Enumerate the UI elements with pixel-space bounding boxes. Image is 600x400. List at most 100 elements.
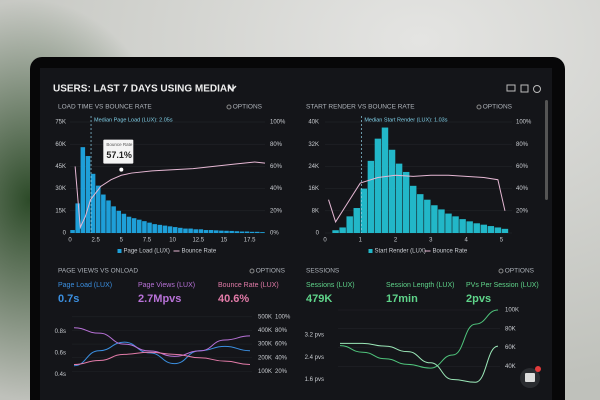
histogram-bar <box>501 228 509 233</box>
x-tick-label: 0 <box>323 238 327 244</box>
histogram-bar <box>126 216 132 233</box>
histogram-bar <box>417 194 424 233</box>
histogram-bar <box>409 185 417 233</box>
histogram-bar <box>70 230 75 233</box>
metric-label: Session Length (LUX) <box>386 282 454 289</box>
x-tick-label: 17.5 <box>244 238 256 244</box>
histogram-bar <box>198 229 204 233</box>
tick-label: 20% <box>275 369 288 375</box>
histogram-bar <box>255 231 260 233</box>
tick-label: 40% <box>516 186 529 192</box>
histogram-bar <box>183 228 188 233</box>
histogram-bar <box>131 218 137 233</box>
x-tick-label: 1 <box>359 238 363 244</box>
tick-label: 16K <box>308 186 319 192</box>
histogram-bar <box>90 173 96 233</box>
histogram-bar <box>85 156 91 233</box>
histogram-bar <box>178 227 183 233</box>
histogram-bar <box>101 194 106 233</box>
tick-label: 80% <box>270 142 283 148</box>
histogram-bar <box>249 231 255 233</box>
tick-label: 60K <box>505 345 516 351</box>
histogram-bar <box>494 227 502 233</box>
histogram-bar <box>239 231 245 233</box>
options-button[interactable]: OPTIONS <box>256 268 286 275</box>
options-icon[interactable] <box>498 268 504 274</box>
panel-title: START RENDER VS BOUNCE RATE <box>306 104 415 111</box>
tablet-icon[interactable] <box>520 84 529 93</box>
tick-label: 24K <box>308 164 319 170</box>
panel-title: LOAD TIME VS BOUNCE RATE <box>58 104 152 111</box>
histogram-bar <box>167 226 173 233</box>
tick-label: 1.6 pvs <box>305 377 324 383</box>
histogram-bar <box>438 209 445 233</box>
metric-value: 479K <box>306 293 332 305</box>
scrollbar[interactable] <box>545 100 548 200</box>
histogram-bar <box>346 216 353 233</box>
bounce-rate-line <box>74 161 266 230</box>
options-button[interactable]: OPTIONS <box>483 104 513 111</box>
series-line <box>339 309 499 369</box>
histogram-bar <box>402 171 410 233</box>
metric-value: 40.6% <box>218 293 249 305</box>
histogram-bar <box>367 160 375 233</box>
histogram-bar <box>224 230 229 233</box>
tick-label: 20% <box>516 208 529 214</box>
histogram-bar <box>75 203 80 233</box>
x-tick-label: 5 <box>500 238 504 244</box>
options-button[interactable]: OPTIONS <box>505 268 535 275</box>
bounce-rate-line <box>328 174 506 224</box>
options-icon[interactable] <box>249 268 255 274</box>
metric-value: 0.7s <box>58 293 79 305</box>
tick-label: 32K <box>308 142 319 148</box>
histogram-bar <box>121 213 127 233</box>
tick-label: 3.2 pvs <box>305 333 324 339</box>
tick-label: 100% <box>275 314 291 320</box>
x-tick-label: 10 <box>169 238 176 244</box>
header-title: USERS: LAST 7 DAYS USING MEDIAN <box>53 84 234 95</box>
tick-label: 75K <box>55 120 66 126</box>
tick-label: 0.8s <box>55 329 66 335</box>
tick-label: 100K <box>258 369 272 375</box>
options-icon[interactable] <box>226 104 232 110</box>
x-tick-label: 2 <box>394 238 398 244</box>
tooltip-title: Bounce Rate <box>106 142 133 147</box>
screen <box>40 68 552 400</box>
tick-label: 40K <box>505 364 516 370</box>
tick-label: 60K <box>55 142 66 148</box>
tick-label: 8K <box>312 208 319 214</box>
help-icon[interactable] <box>533 85 541 93</box>
median-label: Median Page Load (LUX): 2.05s <box>94 117 173 123</box>
histogram-bar <box>487 226 495 233</box>
histogram-bar <box>339 227 346 233</box>
options-icon[interactable] <box>476 104 482 110</box>
x-tick-label: 7.5 <box>143 238 152 244</box>
desktop-icon[interactable] <box>506 84 516 92</box>
legend-swatch <box>117 249 122 253</box>
histogram-bar <box>95 185 101 233</box>
tick-label: 400K <box>258 328 272 334</box>
options-button[interactable]: OPTIONS <box>233 104 263 111</box>
histogram-bar <box>80 147 86 233</box>
tooltip-value: 57.1% <box>106 150 132 160</box>
tick-label: 80K <box>505 326 516 332</box>
chat-badge <box>535 366 541 372</box>
metric-value: 2pvs <box>466 293 491 305</box>
tick-label: 80% <box>275 328 288 334</box>
histogram-bar <box>244 231 250 233</box>
histogram-bar <box>111 206 116 233</box>
x-tick-label: 3 <box>429 238 433 244</box>
dropdown-icon[interactable] <box>227 85 237 92</box>
tick-label: 20% <box>270 208 283 214</box>
tick-label: 100% <box>516 120 532 126</box>
histogram-bar <box>152 224 157 233</box>
histogram-bar <box>157 224 163 233</box>
histogram-bar <box>360 188 368 233</box>
x-tick-label: 0 <box>68 238 72 244</box>
tick-label: 100K <box>505 308 519 314</box>
histogram-bar <box>172 227 178 233</box>
tick-label: 60% <box>275 342 288 348</box>
legend-label: Start Render (LUX) <box>375 249 426 255</box>
tick-label: 40% <box>275 355 288 361</box>
